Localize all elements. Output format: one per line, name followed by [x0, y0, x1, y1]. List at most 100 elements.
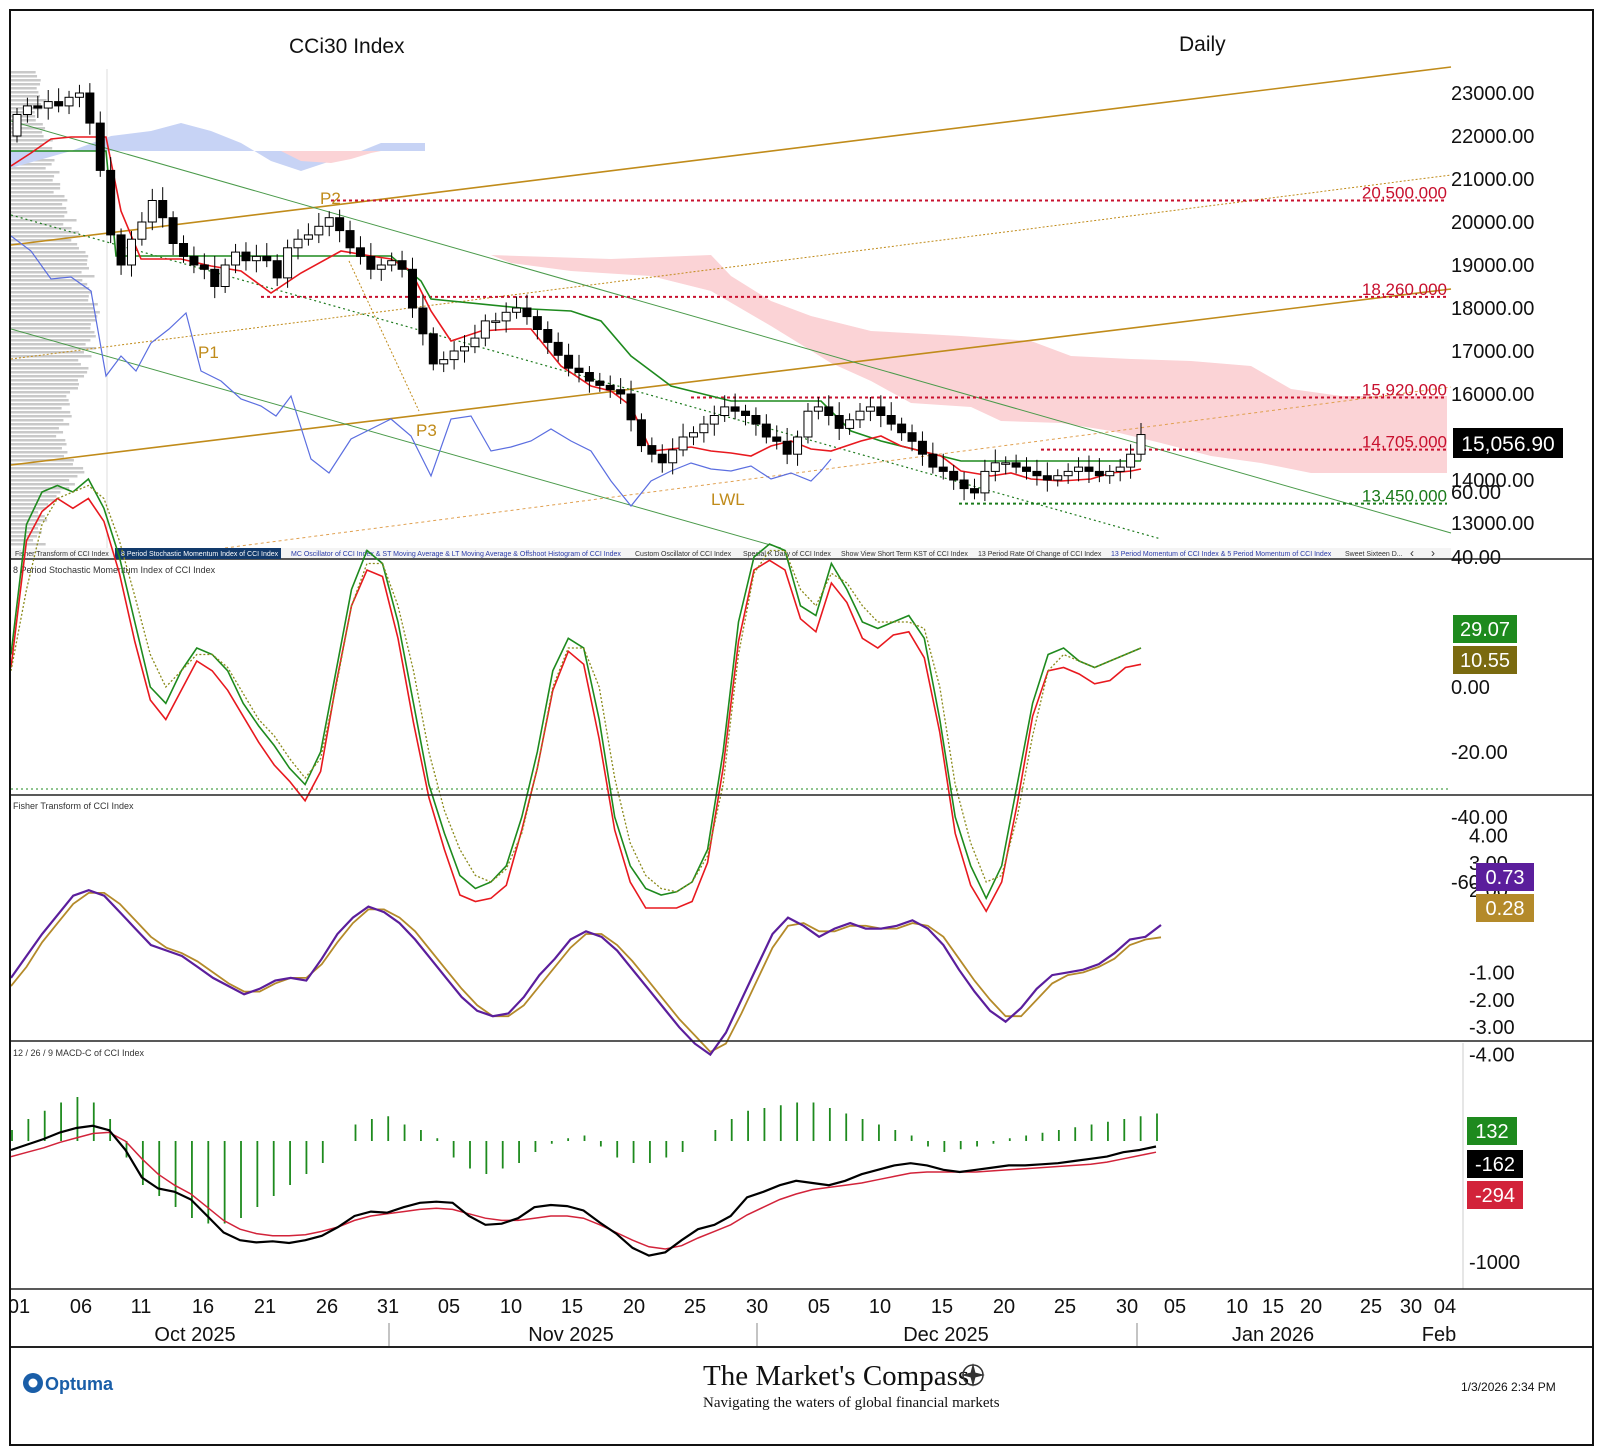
- volume-profile-bar: [11, 423, 69, 426]
- candle-bearish: [742, 411, 750, 415]
- volume-profile-bar: [11, 371, 87, 374]
- x-day-tick: 30: [1116, 1296, 1138, 1318]
- volume-profile-bar: [11, 295, 89, 298]
- timestamp: 1/3/2026 2:34 PM: [1461, 1380, 1556, 1394]
- volume-profile-bar: [11, 343, 86, 346]
- volume-profile-bar: [11, 539, 33, 542]
- level-label: 14,705.000: [1362, 433, 1447, 452]
- x-month-label: Feb: [1422, 1324, 1456, 1346]
- volume-profile-bar: [11, 79, 41, 82]
- volume-profile-bar: [11, 503, 48, 506]
- candle-bearish: [533, 317, 541, 330]
- candle-bearish: [398, 261, 406, 270]
- x-month-label: Jan 2026: [1232, 1324, 1314, 1346]
- candle-bearish: [346, 231, 354, 248]
- chart-title: CCi30 Index: [289, 35, 405, 58]
- candle-bearish: [523, 308, 531, 317]
- candle-bullish: [679, 437, 687, 450]
- volume-profile-bar: [11, 499, 55, 502]
- x-day-tick: 05: [808, 1296, 830, 1318]
- smi-title: 8 Period Stochastic Momentum Index of CC…: [13, 565, 216, 575]
- tenkan-sen-line: [11, 137, 1141, 481]
- candle-bearish: [575, 368, 583, 372]
- candle-bullish: [127, 239, 135, 265]
- volume-profile-bar: [11, 327, 90, 330]
- candle-bearish: [825, 407, 833, 416]
- candle-bearish: [408, 269, 416, 308]
- volume-profile-bar: [11, 399, 69, 402]
- candle-bearish: [1012, 463, 1020, 467]
- candle-bullish: [981, 471, 989, 493]
- x-day-tick: 25: [1360, 1296, 1382, 1318]
- volume-profile-bar: [11, 451, 67, 454]
- tab-sweet-sixteen[interactable]: Sweet Sixteen D...: [1345, 551, 1403, 558]
- volume-profile-bar: [11, 195, 65, 198]
- candle-bullish: [866, 407, 874, 411]
- candle-bearish: [419, 308, 427, 334]
- tab-stochastic-momentum[interactable]: 8 Period Stochastic Momentum Index of CC…: [115, 548, 281, 559]
- volume-profile-bar: [11, 287, 89, 290]
- candle-bearish: [596, 381, 604, 385]
- volume-profile-bar: [11, 391, 70, 394]
- smi-y-tick: 40.00: [1451, 547, 1501, 569]
- volume-profile-bar: [11, 543, 46, 546]
- volume-profile-bar: [11, 415, 72, 418]
- volume-profile-bar: [11, 479, 69, 482]
- volume-profile-bar: [11, 279, 82, 282]
- tab-custom-oscillator[interactable]: Custom Oscillator of CCI Index: [635, 551, 732, 558]
- x-day-tick: 15: [931, 1296, 953, 1318]
- tab-momentum[interactable]: 13 Period Momentum of CCI Index & 5 Peri…: [1111, 551, 1332, 558]
- volume-profile-bar: [11, 203, 62, 206]
- fisher-y-tick: -3.00: [1469, 1017, 1515, 1039]
- brand-name: The Market's Compass: [703, 1360, 969, 1392]
- volume-profile-bar: [11, 475, 77, 478]
- candle-bullish: [304, 235, 312, 239]
- chart-frame: CCi30 Index Daily 20,500.000 18,260.000 15…: [9, 9, 1594, 1446]
- svg-text:›: ›: [1431, 546, 1435, 560]
- svg-text:Fisher Transform of CCI Index: Fisher Transform of CCI Index: [15, 551, 109, 558]
- tab-scroll-right-button[interactable]: ›: [1431, 546, 1435, 560]
- tab-scroll-left-button[interactable]: ‹: [1410, 546, 1414, 560]
- volume-profile-bar: [11, 291, 92, 294]
- candle-bullish: [23, 106, 31, 115]
- tab-mc-oscillator[interactable]: MC Oscillator of CCI Index & ST Moving A…: [291, 551, 621, 558]
- candle-bullish: [65, 97, 73, 106]
- volume-profile-bar: [11, 491, 60, 494]
- svg-text:Sweet Sixteen D...: Sweet Sixteen D...: [1345, 551, 1403, 558]
- fisher-y-axis: 4.003.002.00-1.00-2.00-3.00-4.00: [1469, 825, 1515, 1066]
- candle-bullish: [846, 420, 854, 429]
- volume-profile-bar: [11, 419, 63, 422]
- candle-bullish: [252, 256, 260, 260]
- optuma-logo: Optuma: [23, 1373, 114, 1394]
- candle-bearish: [617, 390, 625, 394]
- tab-fisher-transform[interactable]: Fisher Transform of CCI Index: [15, 551, 109, 558]
- x-day-tick: 30: [1400, 1296, 1422, 1318]
- x-day-tick: 05: [1164, 1296, 1186, 1318]
- price-y-axis: 23000.0022000.0021000.0020000.0019000.00…: [1451, 83, 1534, 535]
- timeframe-label: Daily: [1179, 33, 1226, 56]
- candle-bearish: [242, 252, 250, 261]
- candle-bearish: [200, 265, 208, 269]
- volume-profile-bar: [11, 483, 75, 486]
- candle-bullish: [1137, 435, 1145, 455]
- volume-profile-bar: [11, 259, 87, 262]
- volume-profile-bar: [11, 467, 83, 470]
- svg-text:Show View Short Term KST of CC: Show View Short Term KST of CCI Index: [841, 551, 968, 558]
- candle-bullish: [471, 338, 479, 347]
- volume-profile-bar: [11, 167, 46, 170]
- volume-profile-bar: [11, 143, 44, 146]
- candle-bullish: [991, 463, 999, 472]
- x-day-tick: 04: [1434, 1296, 1456, 1318]
- tab-rate-of-change[interactable]: 13 Period Rate Of Change of CCI Index: [978, 551, 1102, 558]
- volume-profile-bar: [11, 263, 87, 266]
- level-label: 15,920.000: [1362, 380, 1447, 399]
- volume-profile-bar: [11, 323, 91, 326]
- candle-bullish: [450, 351, 458, 360]
- tab-kst[interactable]: Show View Short Term KST of CCI Index: [841, 551, 968, 558]
- candle-bearish: [898, 424, 906, 433]
- volume-profile-bar: [11, 435, 56, 438]
- volume-profile-bar: [11, 83, 40, 86]
- volume-profile-bar: [11, 251, 86, 254]
- level-label: 20,500.000: [1362, 184, 1447, 203]
- candle-bearish: [1085, 467, 1093, 471]
